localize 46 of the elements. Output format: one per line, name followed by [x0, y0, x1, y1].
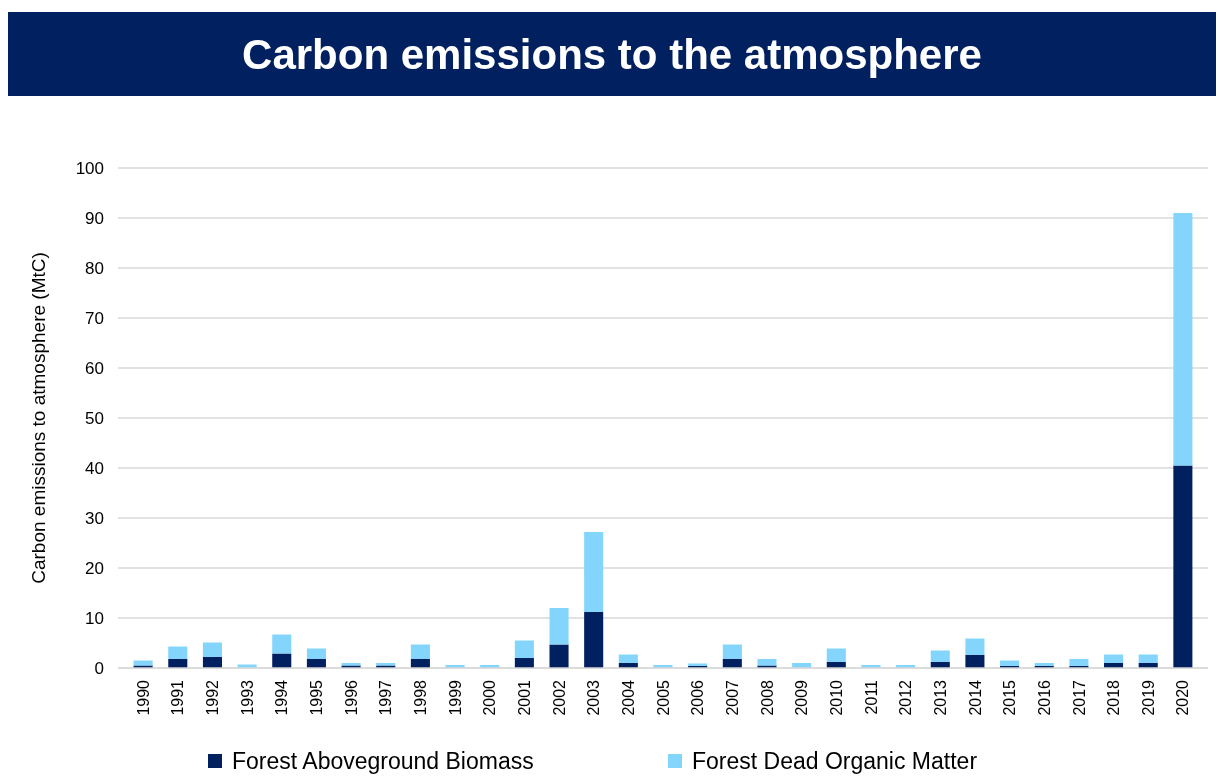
- x-tick-label: 2018: [1105, 679, 1123, 716]
- x-tick-label: 2001: [515, 679, 533, 716]
- x-tick-label: 2017: [1070, 679, 1088, 716]
- x-tick-label: 2013: [931, 679, 949, 716]
- x-tick-label: 1998: [411, 679, 429, 716]
- x-tick-label: 2010: [827, 679, 845, 716]
- legend-label: Forest Aboveground Biomass: [232, 748, 534, 775]
- x-tick-label: 2019: [1139, 679, 1157, 716]
- x-tick-label: 1993: [238, 679, 256, 716]
- x-tick-label: 2012: [897, 679, 915, 716]
- x-tick-label: 1994: [273, 679, 291, 716]
- chart-title: Carbon emissions to the atmosphere: [242, 30, 982, 78]
- x-tick-label: 2015: [1001, 679, 1019, 716]
- y-tick-label: 0: [94, 658, 104, 678]
- x-tick-label: 2007: [723, 679, 741, 716]
- x-tick-label: 1997: [377, 679, 395, 716]
- x-tick-label: 1995: [308, 679, 326, 716]
- y-tick-label: 30: [85, 508, 104, 528]
- x-tick-label: 2009: [793, 679, 811, 716]
- x-tick-label: 1991: [169, 679, 187, 716]
- x-tick-label: 2014: [966, 679, 984, 716]
- x-tick-label: 2006: [689, 679, 707, 716]
- x-tick-label: 1996: [342, 679, 360, 716]
- x-tick-label: 1999: [446, 679, 464, 716]
- x-tick-label: 2008: [758, 679, 776, 716]
- y-tick-label: 70: [85, 308, 104, 328]
- legend-label: Forest Dead Organic Matter: [692, 748, 978, 775]
- x-tick-label: 1992: [204, 679, 222, 716]
- y-tick-label: 50: [85, 408, 104, 428]
- x-tick-label: 2005: [654, 679, 672, 716]
- x-tick-label: 2002: [550, 679, 568, 716]
- x-tick-label: 2000: [481, 679, 499, 716]
- x-tick-label: 2020: [1174, 679, 1192, 716]
- y-tick-label: 10: [85, 608, 104, 628]
- x-tick-label: 2011: [862, 679, 880, 715]
- x-tick-label: 2016: [1035, 679, 1053, 716]
- x-tick-label: 1990: [134, 679, 152, 716]
- x-tick-label: 2003: [585, 679, 603, 716]
- x-tick-label: 2004: [619, 679, 637, 716]
- y-tick-label: 20: [85, 558, 104, 578]
- y-tick-label: 100: [75, 158, 104, 178]
- y-tick-label: 60: [85, 358, 104, 378]
- y-tick-label: 90: [85, 208, 104, 228]
- y-tick-label: 80: [85, 258, 104, 278]
- y-axis-title: Carbon emissions to atmosphere (MtC): [27, 252, 49, 584]
- y-tick-label: 40: [85, 458, 104, 478]
